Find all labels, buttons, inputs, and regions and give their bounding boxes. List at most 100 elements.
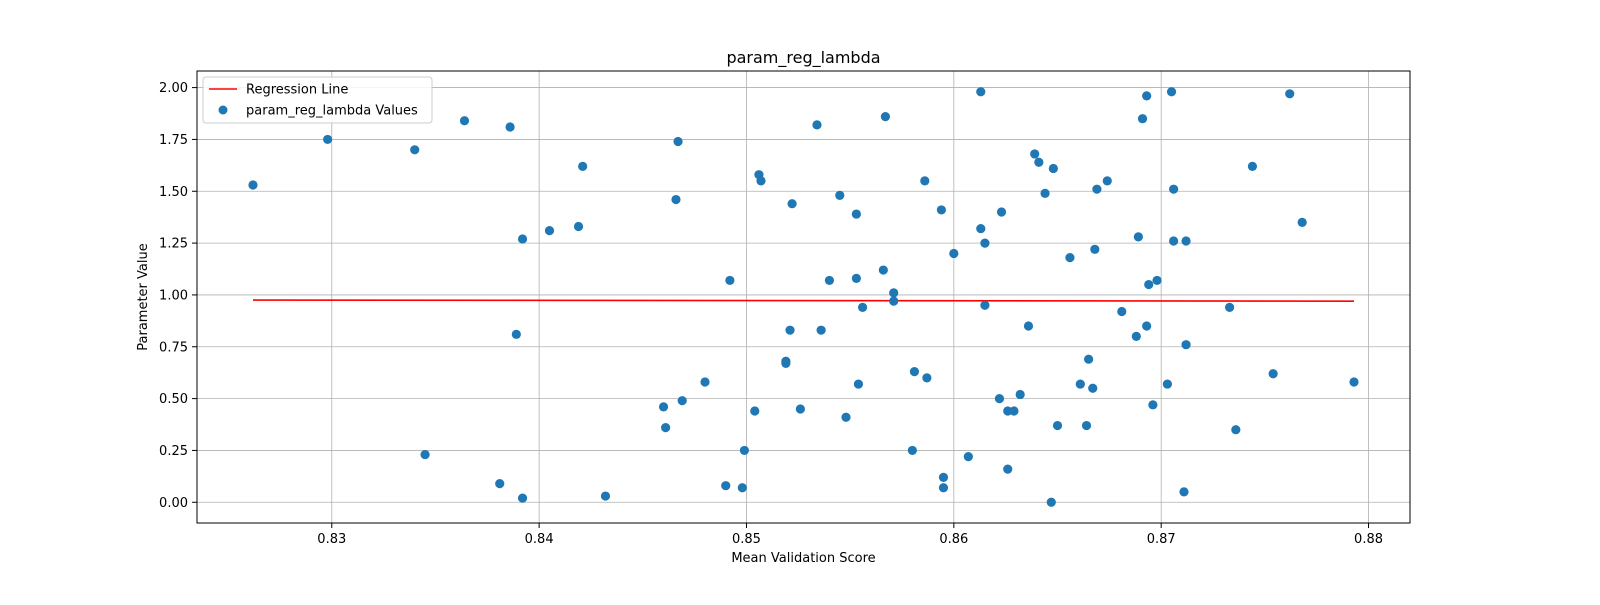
scatter-point [1003,464,1013,474]
x-tick-label: 0.84 [525,532,554,547]
scatter-point [878,265,888,275]
scatter-point [1148,400,1158,410]
y-tick-label: 0.00 [159,496,188,511]
scatter-point [721,481,731,491]
scatter-point [889,296,899,306]
scatter-point [750,406,760,416]
scatter-point [1179,487,1189,497]
scatter-point [323,134,333,145]
y-tick-label: 0.50 [159,392,188,407]
scatter-point [994,393,1005,404]
scatter-point [739,445,750,456]
scatter-point [673,136,683,147]
scatter-point [511,329,521,339]
scatter-point [1225,302,1235,312]
scatter-point [410,145,420,155]
scatter-series [248,87,1359,507]
scatter-point [1349,377,1359,387]
legend-box [202,76,433,124]
scatter-point [949,248,959,259]
scatter-point [976,87,986,97]
scatter-point [787,199,797,209]
scatter-point [1046,497,1056,507]
scatter-point [1015,389,1025,400]
scatter-point [909,367,920,377]
scatter-point [1052,420,1063,431]
scatter-point [1117,306,1127,317]
scatter-point [938,483,949,493]
scatter-point [824,275,835,286]
scatter-point [812,120,822,130]
scatter-point [1142,91,1152,101]
scatter-point [1247,161,1258,171]
scatter-point [1009,406,1019,416]
scatter-point [841,412,851,422]
scatter-point [1142,321,1152,331]
scatter-point [785,325,795,335]
y-tick-label: 2.00 [159,81,188,96]
x-axis-label: Mean Validation Score [731,551,875,566]
scatter-point [857,302,868,312]
scatter-point [1152,275,1162,286]
scatter-point [658,402,669,412]
x-tick-label: 0.85 [732,532,761,547]
scatter-point [677,396,687,406]
scatter-point [1034,157,1044,167]
scatter-point [700,377,710,387]
scatter-point [851,209,861,219]
y-axis-label: Parameter Value [136,243,151,350]
scatter-point [1065,253,1075,263]
x-tick-label: 0.86 [939,532,968,547]
scatter-point [517,493,528,503]
legend-swatch-values [218,105,228,115]
scatter-point [853,379,864,389]
y-tick-label: 1.50 [159,185,188,200]
scatter-point [996,207,1007,217]
grid [197,71,1410,523]
scatter-point [920,176,930,186]
legend: Regression Line param_reg_lambda Values [202,76,433,124]
x-tick-label: 0.88 [1354,532,1383,547]
y-tick-label: 0.75 [159,340,188,355]
scatter-point [1023,321,1034,331]
x-axis-ticks: 0.83 0.84 0.85 0.86 0.87 0.88 [317,523,1383,547]
scatter-point [544,226,555,236]
scatter-point [1133,232,1143,242]
scatter-point [671,194,681,205]
scatter-point [980,238,990,248]
scatter-point [1181,340,1191,350]
scatter-point [889,288,899,298]
scatter-point [922,373,932,383]
scatter-point [1144,279,1154,290]
scatter-point [1285,89,1295,99]
scatter-point [459,116,470,126]
scatter-point [1169,184,1179,194]
scatter-point [661,423,671,433]
scatter-point [963,452,973,462]
scatter-point [880,112,891,122]
scatter-point [600,491,611,501]
scatter-point [756,176,766,186]
scatter-point [835,190,845,201]
scatter-point [1048,163,1058,174]
scatter-point [1102,176,1112,186]
scatter-point [737,483,747,493]
scatter-point [976,223,986,234]
legend-label-values: param_reg_lambda Values [246,104,418,119]
scatter-point [1166,87,1177,97]
chart-title: param_reg_lambda [726,48,880,68]
scatter-point [1075,379,1085,389]
scatter-point [1131,331,1141,341]
legend-label-regression-line: Regression Line [246,83,348,98]
scatter-point [980,300,990,310]
y-tick-label: 1.75 [159,133,188,148]
y-tick-label: 1.00 [159,288,188,303]
scatter-point [573,221,584,232]
x-tick-label: 0.83 [317,532,346,547]
y-tick-label: 0.25 [159,444,188,459]
y-axis-ticks: 0.00 0.25 0.50 0.75 1.00 1.25 1.50 1.75 2.00 [159,81,197,511]
scatter-point [1090,244,1100,254]
scatter-point [420,449,430,460]
scatter-point [1084,354,1094,364]
